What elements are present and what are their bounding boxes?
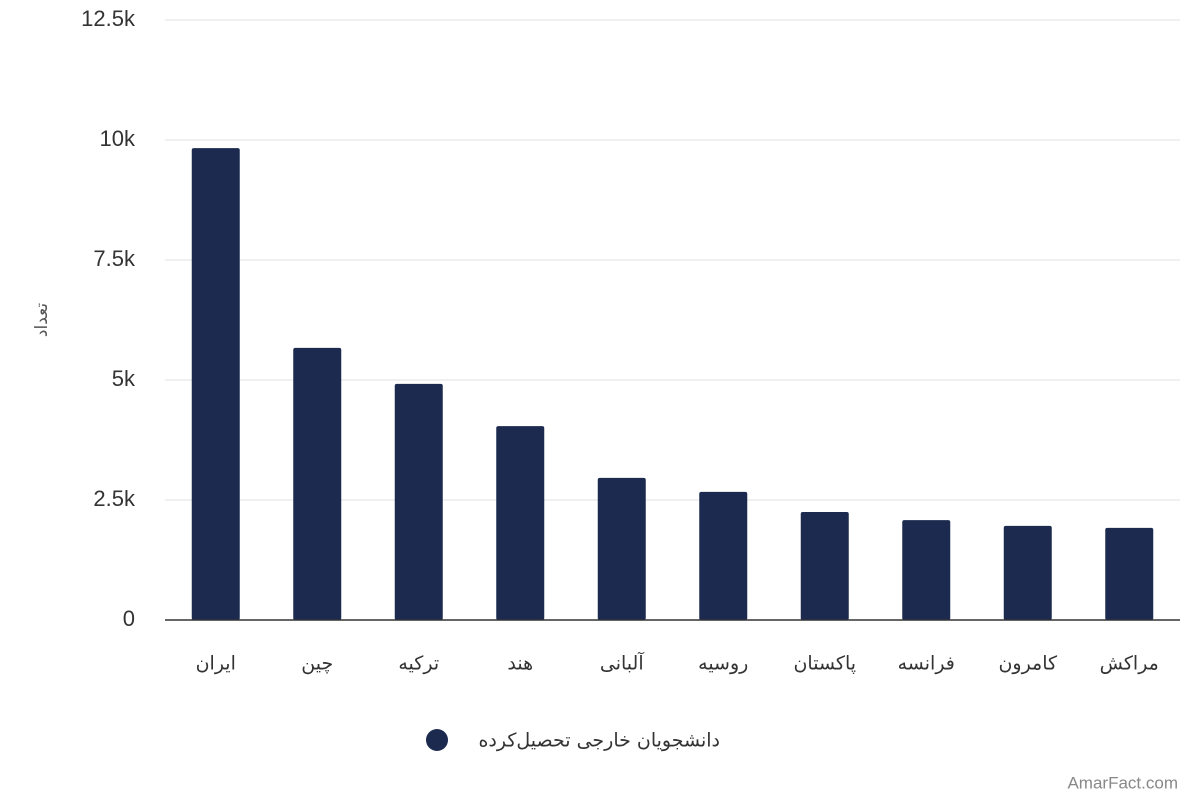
watermark: AmarFact.com	[1067, 773, 1178, 792]
y-tick-label: 10k	[100, 126, 136, 151]
bar	[800, 512, 849, 620]
bar	[1003, 525, 1052, 620]
bar	[293, 347, 342, 620]
bar	[699, 491, 748, 620]
bar	[394, 383, 443, 620]
y-tick-label: 7.5k	[93, 246, 136, 271]
y-tick-label: 0	[123, 606, 135, 631]
bar	[597, 477, 646, 620]
x-tick-label: ترکیه	[398, 653, 439, 675]
legend-marker	[426, 729, 448, 751]
x-tick-label: چین	[301, 653, 333, 675]
x-tick-label: مراکش	[1100, 653, 1159, 675]
bar	[191, 148, 240, 620]
y-axis-label: تعداد	[32, 303, 52, 337]
bar	[902, 520, 951, 620]
x-tick-label: هند	[507, 653, 533, 675]
x-tick-label: روسیه	[698, 653, 748, 675]
bar	[496, 426, 545, 620]
y-tick-label: 5k	[112, 366, 136, 391]
y-tick-label: 12.5k	[81, 6, 136, 31]
x-tick-label: آلبانی	[600, 651, 644, 675]
y-tick-label: 2.5k	[93, 486, 136, 511]
bar	[1105, 527, 1154, 620]
x-tick-label: ایران	[196, 653, 236, 675]
x-tick-label: کامرون	[998, 653, 1058, 675]
x-tick-label: فرانسه	[898, 653, 955, 675]
legend-label: دانشجویان خارجی تحصیل‌کرده	[478, 730, 720, 752]
x-tick-label: پاکستان	[793, 653, 856, 675]
